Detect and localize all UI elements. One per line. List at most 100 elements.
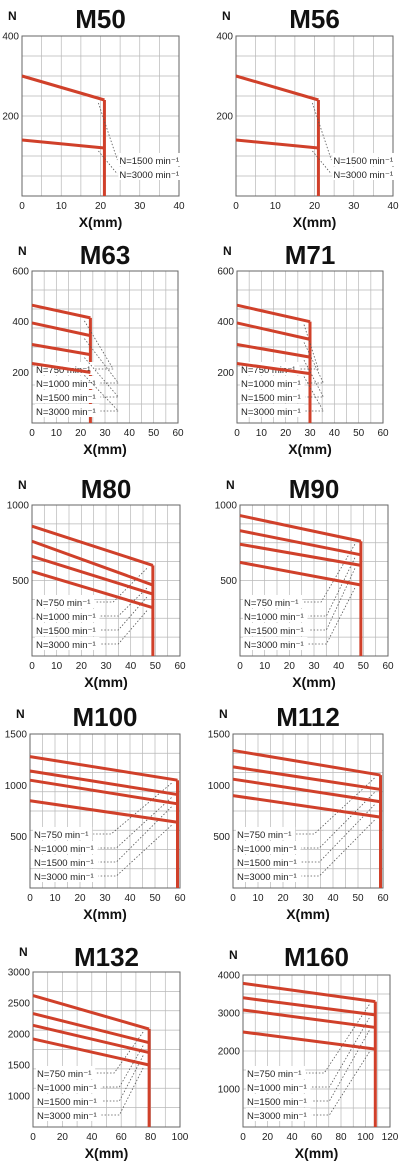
legend-label: N=750 min⁻¹ (36, 598, 90, 609)
x-axis-label: X(mm) (83, 906, 127, 922)
x-tick-label: 60 (382, 661, 394, 672)
legend-label: N=1500 min⁻¹ (247, 1097, 307, 1108)
x-axis-label: X(mm) (85, 1145, 129, 1161)
y-axis-label: N (18, 244, 27, 258)
legend-bg (36, 1108, 101, 1121)
series-line (239, 514, 362, 543)
leader-line (301, 804, 375, 863)
legend-bg (33, 855, 98, 868)
plot-frame (31, 270, 179, 424)
x-tick-label: 10 (51, 661, 63, 672)
legend-label: N=3000 min⁻¹ (34, 872, 94, 883)
legend-label: N=1000 min⁻¹ (241, 379, 301, 390)
legend-bg (118, 167, 183, 180)
leader-line (95, 568, 148, 603)
legend-bg (240, 404, 305, 417)
x-tick-label: 50 (353, 428, 365, 439)
legend-bg (33, 841, 98, 854)
y-tick-label: 4000 (218, 971, 241, 982)
y-tick-label: 1000 (8, 1092, 31, 1103)
legend-bg (246, 1066, 306, 1079)
x-tick-label: 100 (172, 1132, 189, 1143)
series-line (239, 529, 362, 557)
x-axis-label: X(mm) (84, 674, 128, 690)
legend-bg (35, 390, 100, 403)
x-tick-label: 60 (172, 428, 184, 439)
x-tick-label: 40 (286, 1132, 298, 1143)
y-axis-label: N (219, 707, 228, 721)
legend-bg (35, 404, 100, 417)
legend-label: N=1500 min⁻¹ (119, 156, 179, 167)
y-tick-label: 600 (217, 267, 234, 278)
legend-label: N=750 min⁻¹ (37, 1069, 91, 1080)
x-tick-label: 50 (352, 893, 364, 904)
x-tick-label: 20 (309, 201, 321, 212)
y-tick-label: 400 (2, 32, 19, 43)
leader-line (100, 610, 148, 645)
x-axis-label: X(mm) (79, 214, 123, 230)
x-tick-label: 40 (327, 893, 339, 904)
leader-line (308, 587, 356, 645)
leader-line (98, 824, 172, 877)
legend-label: N=1000 min⁻¹ (36, 612, 96, 623)
x-tick-label: 30 (100, 661, 112, 672)
series-line (31, 361, 91, 374)
chart-m56: M56 N X(mm) 0 10 20 30 40 200 400 N=1500 min⁻¹ N=30… (216, 4, 399, 230)
legend-bg (35, 376, 100, 389)
legend-bg (36, 1094, 101, 1107)
leader-line (98, 102, 118, 161)
leader-line (308, 557, 356, 617)
legend-label: N=1000 min⁻¹ (34, 844, 94, 855)
x-tick-label: 30 (308, 661, 320, 672)
plot-frame (29, 733, 181, 889)
x-tick-label: 40 (387, 201, 399, 212)
series-line (236, 321, 311, 341)
x-tick-label: 0 (240, 1132, 246, 1143)
leader-line (98, 806, 172, 863)
series-line (232, 777, 381, 804)
x-axis-label: X(mm) (286, 906, 330, 922)
legend-label: N=750 min⁻¹ (34, 830, 88, 841)
series-line (32, 1037, 150, 1067)
series-line (29, 755, 178, 782)
x-tick-label: 40 (173, 201, 185, 212)
legend-bg (36, 1080, 101, 1093)
x-tick-label: 20 (262, 1132, 274, 1143)
x-tick-label: 40 (329, 428, 341, 439)
x-tick-label: 10 (56, 201, 68, 212)
x-tick-label: 60 (377, 893, 389, 904)
series-line (236, 361, 311, 376)
leader-line (301, 792, 375, 849)
y-tick-label: 1000 (215, 501, 238, 512)
x-tick-label: 30 (348, 201, 360, 212)
chart-title: M90 (289, 474, 340, 504)
series-line (31, 539, 154, 587)
chart-m50: M50 N X(mm) 0 10 20 30 40 200 400 N=1500 min⁻¹ N=30… (2, 4, 185, 230)
legend-bg (236, 855, 301, 868)
leader-line (311, 1030, 370, 1102)
legend-bg (35, 609, 100, 622)
leader-line (101, 1045, 144, 1088)
series-line (239, 542, 362, 567)
chart-title: M112 (276, 702, 340, 732)
y-tick-label: 200 (217, 368, 234, 379)
x-tick-label: 20 (76, 661, 88, 672)
y-tick-label: 3000 (218, 1009, 241, 1020)
series-line (29, 769, 178, 797)
chart-m71: M71 N X(mm) 0 10 20 30 40 50 60 200 400 600 N=750 min… (217, 240, 389, 457)
y-tick-label: 600 (12, 267, 29, 278)
leader-line (311, 1051, 370, 1116)
y-tick-label: 2000 (8, 1030, 31, 1041)
leader-line (312, 102, 332, 161)
plot-frame (32, 971, 181, 1128)
legend-label: N=1500 min⁻¹ (37, 1097, 97, 1108)
x-tick-label: 50 (148, 428, 160, 439)
y-tick-label: 200 (12, 368, 29, 379)
x-tick-label: 0 (27, 893, 33, 904)
legend-label: N=3000 min⁻¹ (36, 640, 96, 651)
x-tick-label: 80 (145, 1132, 157, 1143)
legend-label: N=3000 min⁻¹ (241, 407, 301, 418)
x-tick-label: 120 (382, 1132, 399, 1143)
legend-label: N=1500 min⁻¹ (36, 393, 96, 404)
